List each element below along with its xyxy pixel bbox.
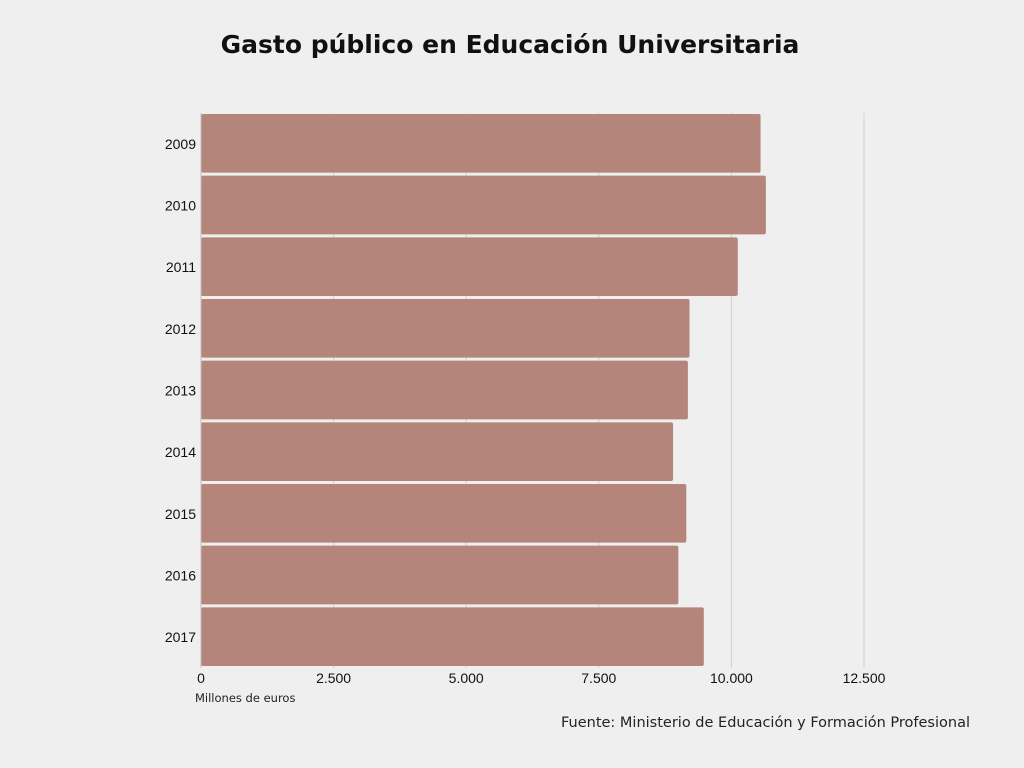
x-tick-label: 5.000 [449, 670, 484, 686]
y-tick-label: 2009 [165, 136, 196, 152]
y-tick-label: 2011 [166, 259, 196, 275]
bar-2013 [201, 360, 688, 420]
x-tick-label: 10.000 [710, 670, 753, 686]
bar-2015 [201, 484, 687, 543]
bar-2010 [201, 175, 766, 235]
x-tick-label: 2.500 [316, 670, 351, 686]
x-tick-labels: 0 2.500 5.000 7.500 10.000 12.500 [197, 670, 886, 686]
source-note: Fuente: Ministerio de Educación y Formac… [560, 715, 970, 731]
y-tick-labels: 2009 2010 2011 2012 2013 2014 2015 2016 2017 [165, 136, 196, 645]
x-tick-label: 0 [197, 670, 205, 686]
y-tick-label: 2013 [165, 383, 196, 399]
bars [200, 113, 766, 668]
bar-2017 [201, 607, 704, 666]
y-tick-label: 2012 [165, 321, 196, 337]
chart-title: Gasto público en Educación Universitaria [220, 30, 800, 59]
y-tick-label: 2015 [165, 506, 196, 522]
bar-2014 [201, 422, 674, 481]
x-tick-label: 7.500 [581, 670, 616, 686]
x-axis-label: Millones de euros [195, 691, 296, 705]
bar-2016 [201, 545, 679, 605]
y-tick-label: 2016 [165, 568, 196, 584]
x-tick-label: 12.500 [843, 670, 886, 686]
bar-2012 [201, 299, 690, 358]
y-tick-label: 2010 [165, 198, 196, 214]
y-tick-label: 2017 [165, 629, 196, 645]
bar-2009 [201, 114, 761, 173]
bar-2011 [201, 237, 738, 296]
y-tick-label: 2014 [165, 444, 196, 460]
